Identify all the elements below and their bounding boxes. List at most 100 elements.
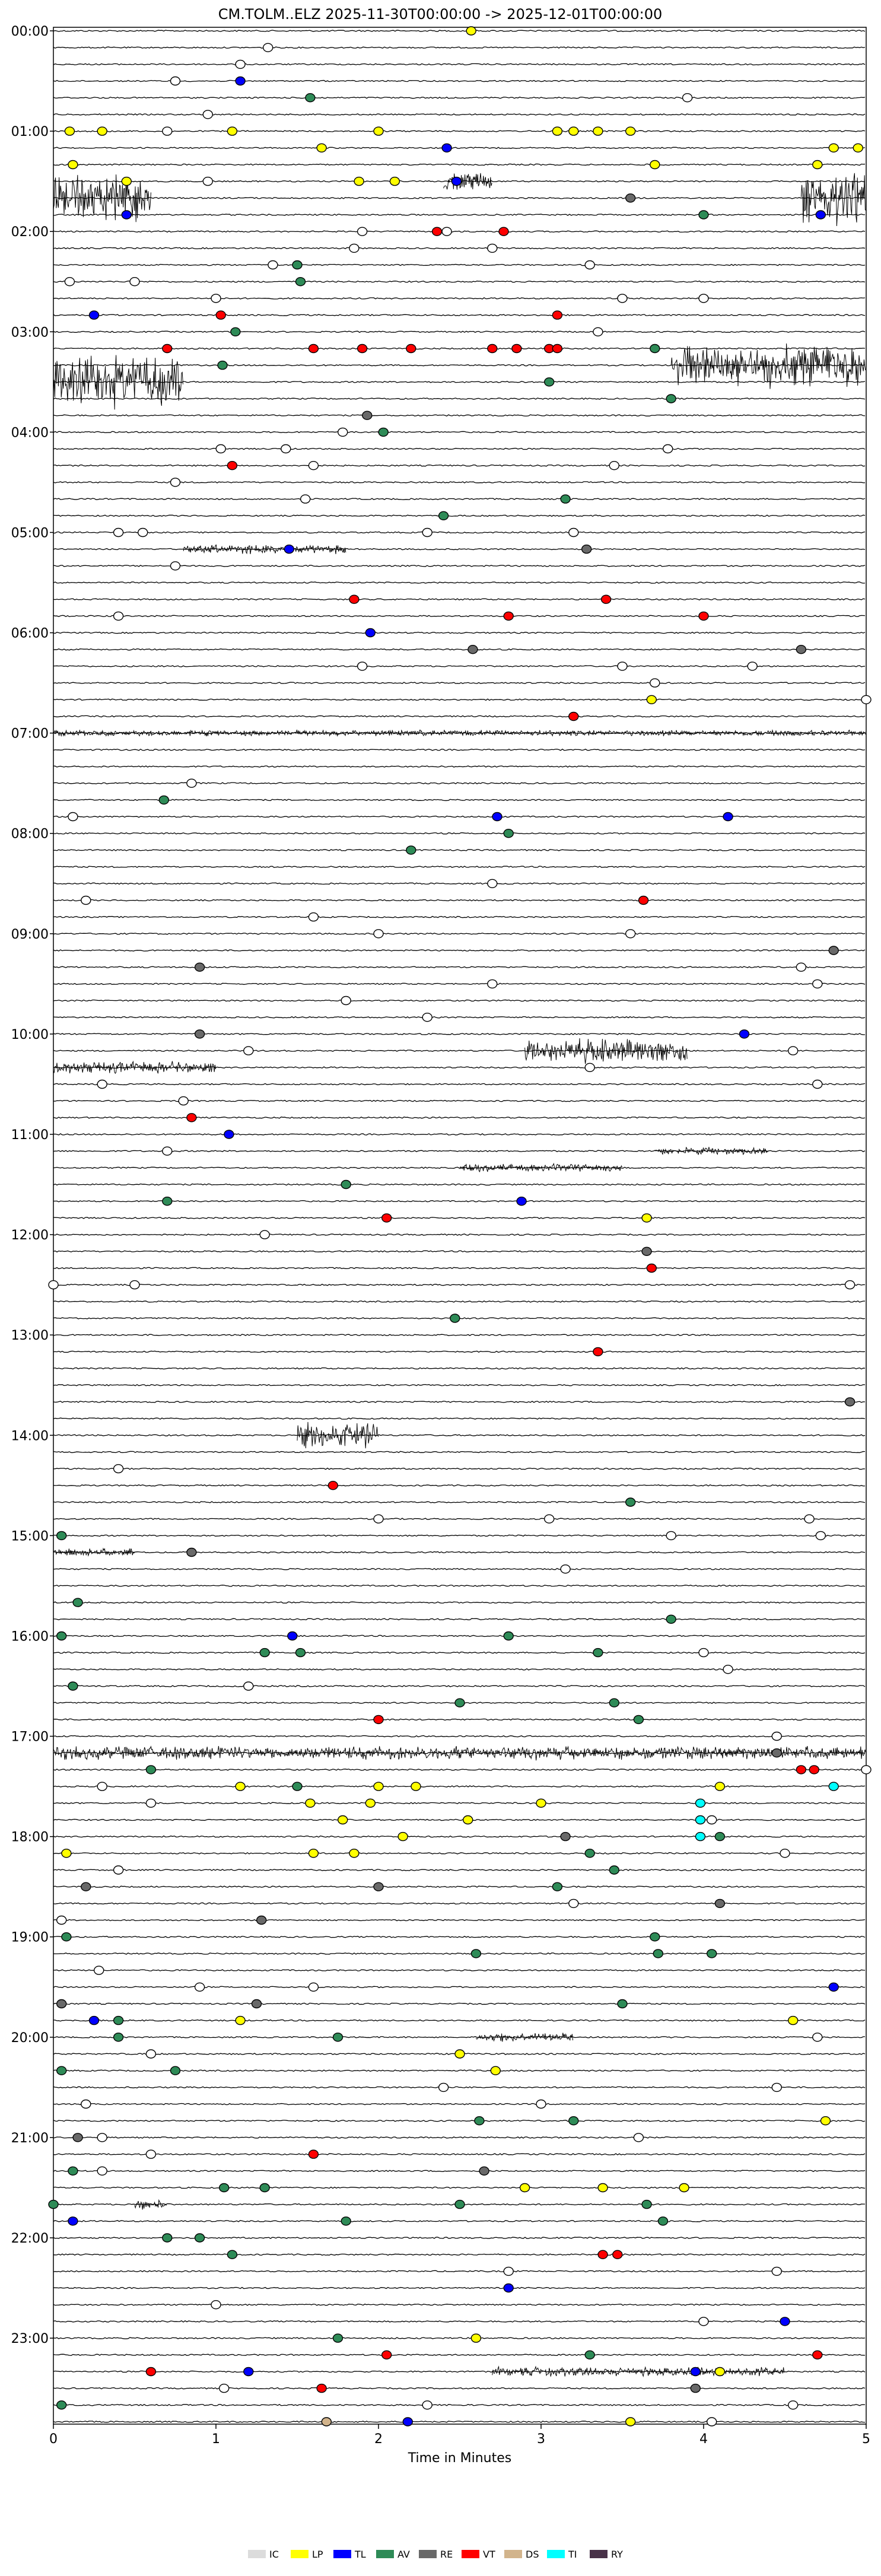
trace-line [53, 1534, 866, 1537]
trace-line [53, 2421, 866, 2423]
event-marker [467, 644, 478, 654]
event-marker [812, 1079, 823, 1089]
noise-burst [53, 174, 151, 222]
hour-label: 17:00 [11, 1730, 49, 1745]
trace-line [53, 982, 866, 985]
hour-label: 11:00 [11, 1128, 49, 1143]
hour-label: 20:00 [11, 2031, 49, 2046]
trace-line [53, 1467, 866, 1470]
event-marker [552, 310, 563, 320]
event-marker [259, 2183, 270, 2193]
hour-label: 04:00 [11, 425, 49, 440]
trace-line [53, 1818, 866, 1821]
event-marker [487, 344, 498, 354]
event-marker [844, 1397, 855, 1407]
noise-burst [53, 355, 183, 410]
trace-line [53, 1267, 866, 1270]
event-marker [560, 1831, 571, 1842]
trace-line [53, 1718, 866, 1721]
event-marker [454, 1698, 465, 1707]
event-marker [308, 912, 319, 922]
event-marker [284, 544, 294, 554]
event-marker [186, 1547, 197, 1557]
event-marker [194, 1029, 205, 1039]
event-marker [498, 227, 509, 236]
event-marker [402, 2417, 413, 2426]
event-marker [609, 461, 620, 470]
event-marker [56, 1915, 67, 1925]
event-marker [170, 2066, 181, 2075]
event-marker [638, 895, 649, 905]
event-marker [341, 2216, 351, 2226]
event-marker [341, 996, 351, 1006]
event-marker [479, 2166, 489, 2176]
trace-line [53, 1601, 866, 1604]
event-marker [593, 327, 603, 336]
event-marker [646, 1263, 657, 1273]
trace-line [53, 498, 866, 500]
trace-line [53, 447, 866, 450]
noise-burst [800, 173, 866, 226]
plot-frame [53, 27, 867, 2425]
trace-line [53, 2153, 866, 2155]
event-marker [81, 895, 91, 905]
legend-label: VT [483, 2549, 495, 2560]
trace-line [53, 1334, 866, 1336]
hour-label: 15:00 [11, 1529, 49, 1544]
event-marker [422, 527, 432, 538]
event-marker [308, 461, 319, 470]
event-marker [162, 1196, 173, 1206]
event-marker [129, 1280, 140, 1290]
event-marker [584, 1849, 595, 1858]
event-marker [454, 2049, 465, 2059]
event-marker [170, 561, 181, 571]
event-marker [308, 344, 319, 354]
event-marker [441, 143, 452, 153]
event-marker [552, 1882, 563, 1891]
event-marker [113, 527, 124, 538]
trace-line [53, 2002, 866, 2005]
trace-line [53, 682, 866, 684]
event-marker [503, 828, 514, 838]
event-marker [373, 126, 384, 136]
trace-line [53, 1367, 866, 1370]
event-marker [804, 1514, 815, 1524]
event-marker [625, 193, 636, 203]
trace-line [53, 1852, 866, 1855]
event-marker [354, 176, 364, 186]
event-marker [68, 812, 78, 822]
event-marker [796, 962, 807, 972]
event-marker [373, 1782, 384, 1791]
event-marker [706, 2417, 717, 2426]
event-marker [316, 143, 327, 153]
event-marker [723, 1665, 733, 1674]
event-marker [568, 126, 579, 136]
trace-line [53, 1233, 866, 1236]
event-marker [796, 644, 807, 654]
event-marker [747, 662, 758, 671]
event-marker [503, 2283, 514, 2293]
legend-label: DS [526, 2549, 539, 2560]
trace-line [53, 1769, 866, 1771]
event-marker [219, 2383, 230, 2393]
event-marker [780, 1849, 790, 1858]
event-marker [97, 2133, 107, 2142]
event-marker [828, 143, 839, 153]
event-marker [714, 1782, 726, 1791]
event-marker [373, 1715, 384, 1725]
event-marker [451, 176, 462, 186]
event-marker [162, 1146, 173, 1156]
event-marker [844, 1280, 855, 1290]
event-marker [812, 160, 823, 170]
event-marker [612, 2250, 623, 2259]
event-marker [81, 1882, 91, 1891]
trace-line [53, 1283, 866, 1286]
x-axis: 0 1 2 3 4 5 [49, 2424, 870, 2447]
event-marker [186, 778, 197, 788]
event-marker [295, 277, 306, 287]
noise-burst [53, 729, 866, 737]
event-marker [787, 2400, 799, 2410]
x-axis-title: Time in Minutes [408, 2451, 512, 2466]
chart-title: CM.TOLM..ELZ 2025-11-30T00:00:00 -> 2025… [218, 6, 662, 23]
trace-line [53, 46, 866, 49]
